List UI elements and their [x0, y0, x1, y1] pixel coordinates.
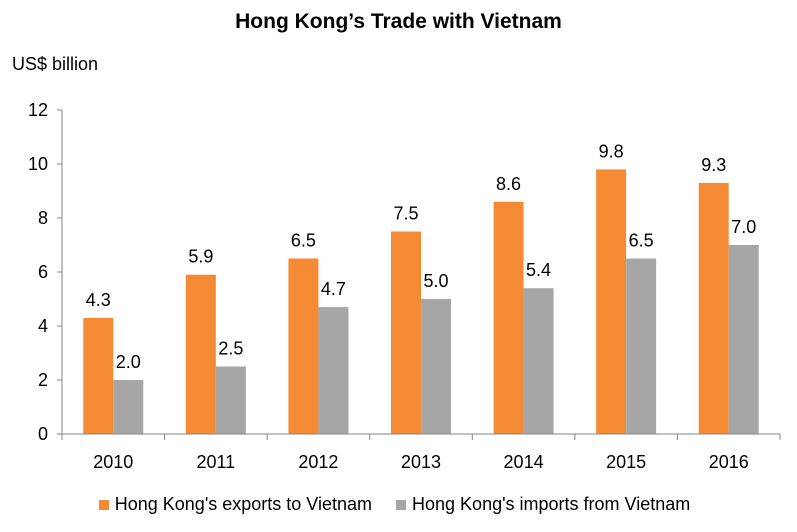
data-label-exports: 4.3	[86, 290, 111, 310]
bar-imports	[523, 288, 554, 434]
y-tick-label: 10	[28, 154, 48, 174]
bar-imports	[215, 366, 246, 434]
legend-swatch-exports	[98, 499, 109, 510]
y-tick-label: 4	[38, 316, 48, 336]
bar-exports	[698, 182, 729, 434]
bar-imports	[113, 380, 144, 434]
data-label-imports: 6.5	[629, 231, 654, 251]
legend-item-exports: Hong Kong's exports to Vietnam	[98, 494, 373, 515]
y-tick-label: 12	[28, 100, 48, 120]
data-label-imports: 5.4	[526, 260, 551, 280]
bar-exports	[83, 317, 114, 434]
data-label-exports: 9.3	[701, 155, 726, 175]
legend-label-imports: Hong Kong's imports from Vietnam	[412, 494, 691, 514]
data-label-imports: 7.0	[731, 217, 756, 237]
x-tick-label: 2012	[298, 452, 338, 472]
data-label-exports: 5.9	[188, 247, 213, 267]
data-label-imports: 4.7	[321, 279, 346, 299]
y-tick-label: 0	[38, 424, 48, 444]
legend-swatch-imports	[396, 499, 407, 510]
bar-imports	[318, 307, 349, 434]
y-tick-label: 2	[38, 370, 48, 390]
legend: Hong Kong's exports to Vietnam Hong Kong…	[0, 494, 797, 515]
bar-exports	[493, 201, 524, 434]
legend-label-exports: Hong Kong's exports to Vietnam	[114, 494, 373, 514]
x-tick-label: 2015	[606, 452, 646, 472]
y-tick-label: 6	[38, 262, 48, 282]
x-tick-label: 2014	[504, 452, 544, 472]
legend-item-imports: Hong Kong's imports from Vietnam	[396, 494, 690, 515]
data-label-exports: 8.6	[496, 174, 521, 194]
x-tick-label: 2016	[709, 452, 749, 472]
data-label-imports: 2.5	[218, 339, 243, 359]
bar-imports	[421, 299, 451, 434]
y-axis-label: US$ billion	[12, 54, 99, 74]
bar-exports	[596, 169, 627, 434]
data-label-imports: 5.0	[423, 271, 448, 291]
data-label-exports: 6.5	[291, 231, 316, 251]
data-label-imports: 2.0	[116, 352, 141, 372]
data-label-exports: 9.8	[599, 141, 624, 161]
x-tick-label: 2011	[196, 452, 235, 472]
chart-title: Hong Kong’s Trade with Vietnam	[235, 10, 562, 33]
bar-exports	[288, 258, 319, 434]
data-label-exports: 7.5	[393, 204, 418, 224]
y-tick-label: 8	[38, 208, 48, 228]
bar-imports	[626, 258, 657, 434]
x-tick-label: 2010	[93, 452, 133, 472]
bar-exports	[391, 231, 421, 434]
bar-imports	[728, 245, 759, 434]
x-tick-label: 2013	[401, 452, 441, 472]
bar-exports	[185, 274, 216, 434]
